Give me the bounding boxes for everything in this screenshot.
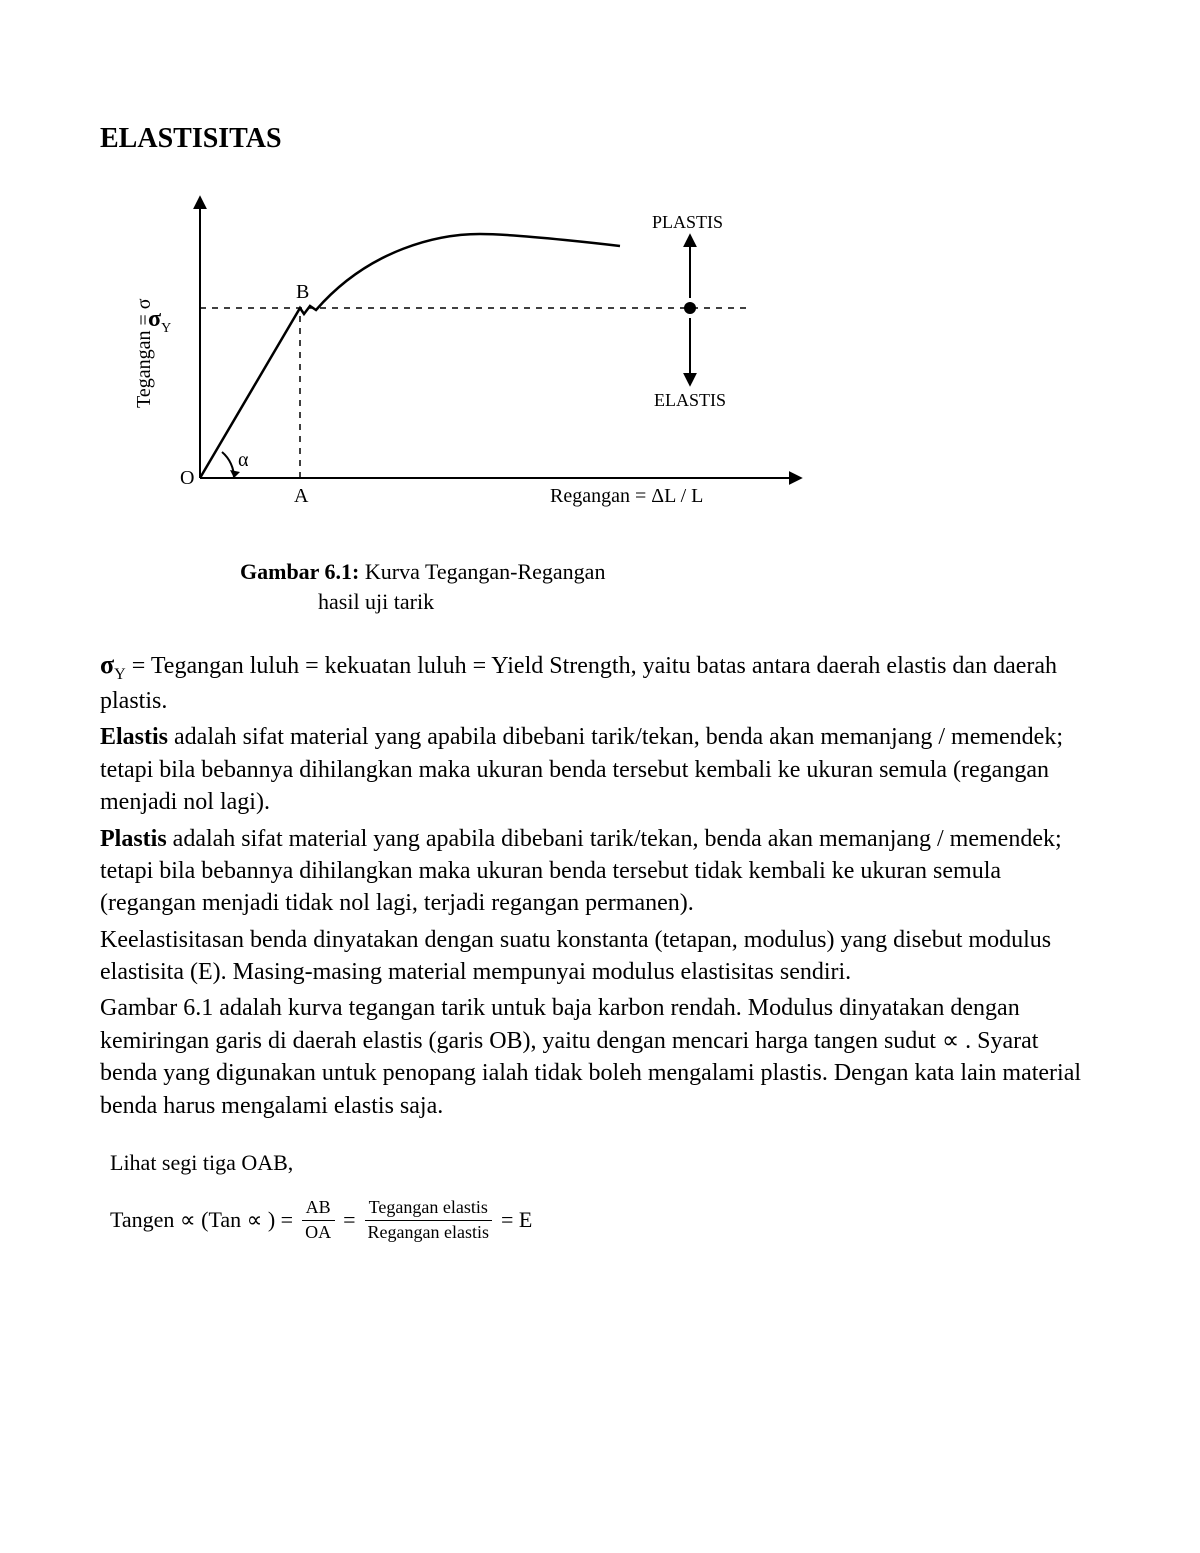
- formula-equation: Tangen ∝ (Tan ∝ ) = AB OA = Tegangan ela…: [110, 1198, 1100, 1243]
- document-page: ELASTISITAS OABσYαRegangan = ΔL / LTegan…: [0, 0, 1200, 1553]
- sigma-definition: σY = Tegangan luluh = kekuatan luluh = Y…: [100, 647, 1100, 718]
- paragraph-curve-explain: Gambar 6.1 adalah kurva tegangan tarik u…: [100, 992, 1100, 1122]
- plastis-text: adalah sifat material yang apabila dibeb…: [100, 826, 1062, 917]
- frac1-den: OA: [301, 1221, 335, 1243]
- caption-strong: Gambar 6.1:: [240, 559, 359, 584]
- formula-eq1: =: [343, 1205, 355, 1235]
- caption-rest1: Kurva Tegangan-Regangan: [359, 559, 605, 584]
- figure-caption: Gambar 6.1: Kurva Tegangan-Regangan hasi…: [240, 557, 1100, 616]
- plastis-term: Plastis: [100, 826, 167, 852]
- page-title: ELASTISITAS: [100, 120, 1100, 158]
- svg-text:Tegangan = σ: Tegangan = σ: [133, 298, 155, 408]
- sigma-subscript: Y: [114, 665, 126, 682]
- caption-rest2: hasil uji tarik: [318, 589, 434, 614]
- fraction-ab-oa: AB OA: [301, 1198, 335, 1243]
- elastis-term: Elastis: [100, 724, 168, 750]
- sigma-symbol: σ: [100, 650, 114, 679]
- elastis-text: adalah sifat material yang apabila dibeb…: [100, 724, 1063, 815]
- formula-lead: Tangen ∝ (Tan ∝ ) =: [110, 1205, 293, 1235]
- elastis-definition: Elastis adalah sifat material yang apabi…: [100, 721, 1100, 818]
- fraction-tegangan-regangan: Tegangan elastis Regangan elastis: [364, 1198, 493, 1243]
- figure-stress-strain: OABσYαRegangan = ΔL / LTegangan = σPLAST…: [120, 178, 1100, 547]
- frac2-num: Tegangan elastis: [365, 1198, 492, 1221]
- frac1-num: AB: [302, 1198, 335, 1221]
- svg-text:O: O: [180, 467, 194, 489]
- stress-strain-curve: OABσYαRegangan = ΔL / LTegangan = σPLAST…: [120, 178, 850, 538]
- svg-text:ELASTIS: ELASTIS: [654, 390, 726, 410]
- formula-eq2: = E: [501, 1205, 532, 1235]
- sigma-text: = Tegangan luluh = kekuatan luluh = Yiel…: [100, 653, 1057, 714]
- svg-text:α: α: [238, 449, 249, 471]
- body-text: σY = Tegangan luluh = kekuatan luluh = Y…: [100, 647, 1100, 1122]
- paragraph-modulus: Keelastisitasan benda dinyatakan dengan …: [100, 924, 1100, 989]
- plastis-definition: Plastis adalah sifat material yang apabi…: [100, 823, 1100, 920]
- svg-text:PLASTIS: PLASTIS: [652, 212, 723, 232]
- svg-text:B: B: [296, 281, 309, 303]
- formula-intro: Lihat segi tiga OAB,: [110, 1148, 1100, 1178]
- formula-block: Lihat segi tiga OAB, Tangen ∝ (Tan ∝ ) =…: [100, 1148, 1100, 1242]
- frac2-den: Regangan elastis: [364, 1221, 493, 1243]
- svg-text:A: A: [294, 485, 309, 507]
- svg-text:Regangan = ΔL / L: Regangan = ΔL / L: [550, 485, 703, 507]
